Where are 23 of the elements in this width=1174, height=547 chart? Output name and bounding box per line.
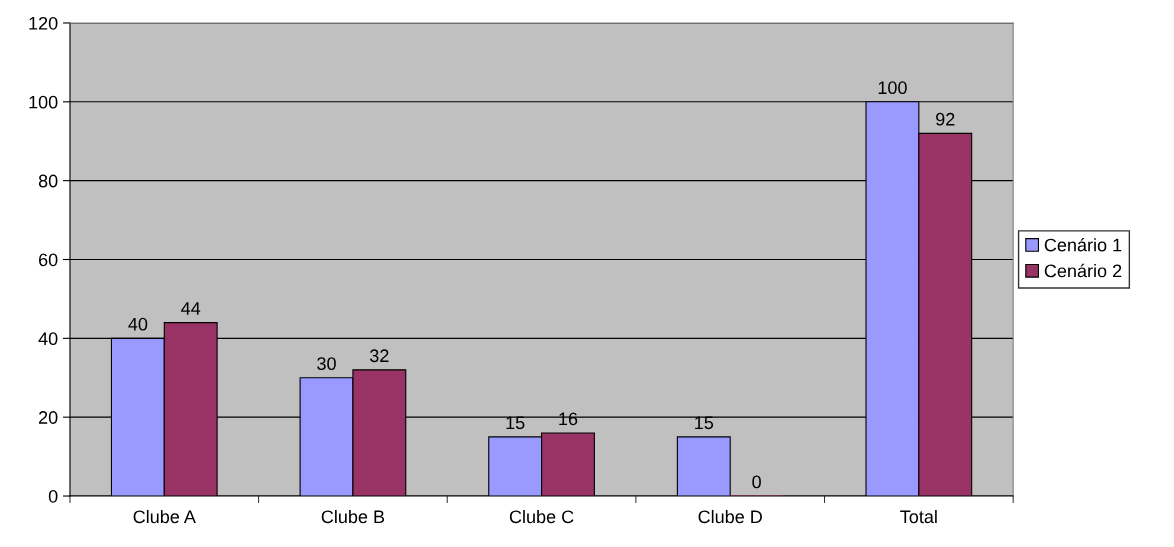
- data-label: 15: [506, 416, 525, 430]
- y-tick-label: 60: [39, 253, 58, 267]
- data-label: 40: [128, 317, 148, 331]
- legend-label: Cenário 1: [1044, 237, 1122, 252]
- y-tick-label: 100: [29, 95, 58, 109]
- data-label: 32: [369, 349, 389, 363]
- x-tick-label: Clube B: [321, 509, 385, 524]
- y-tick-label: 0: [48, 489, 58, 503]
- data-label: 92: [936, 112, 955, 126]
- legend-label: Cenário 2: [1044, 263, 1122, 278]
- x-tick-label: Clube D: [698, 509, 762, 524]
- data-label: 15: [695, 416, 714, 430]
- x-tick-label: Clube A: [133, 509, 196, 524]
- data-label: 44: [181, 302, 201, 315]
- y-tick-label: 40: [38, 332, 58, 346]
- x-tick-label: Clube C: [509, 509, 574, 524]
- data-label: 0: [752, 475, 761, 489]
- y-tick-label: 20: [38, 411, 58, 424]
- y-tick-label: 120: [29, 16, 58, 30]
- data-label: 30: [317, 357, 336, 371]
- data-label: 100: [878, 81, 907, 95]
- x-tick-label: Total: [900, 509, 937, 524]
- y-tick-label: 80: [38, 174, 58, 188]
